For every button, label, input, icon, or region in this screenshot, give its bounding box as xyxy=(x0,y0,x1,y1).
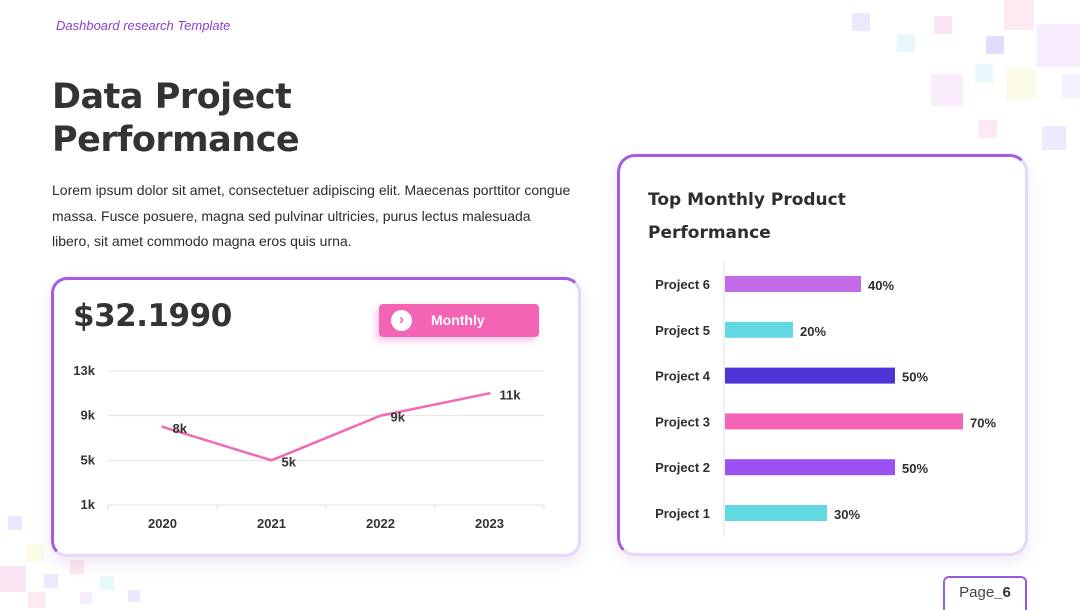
page-number: _6 xyxy=(994,584,1011,601)
bar-chart-bar xyxy=(725,413,963,430)
bar-chart-title: Top Monthly Product Performance xyxy=(648,184,846,250)
page-prefix: Page xyxy=(959,584,995,601)
line-chart-data-label: 11k xyxy=(500,387,522,402)
bar-chart-bar xyxy=(725,505,827,521)
bar-chart-card xyxy=(617,154,1028,556)
bar-chart-title-line-1: Top Monthly Product xyxy=(648,190,846,210)
line-chart-x-tick-label: 2021 xyxy=(257,516,286,531)
bar-chart-value-label: 40% xyxy=(868,278,894,293)
bar-chart-value-label: 50% xyxy=(902,370,928,385)
bar-chart-value-label: 30% xyxy=(834,507,860,522)
bar-chart-bar xyxy=(725,367,895,384)
line-chart-y-tick-label: 13k xyxy=(73,363,95,378)
description-text: Lorem ipsum dolor sit amet, consectetuer… xyxy=(52,182,571,249)
template-subtitle: Dashboard research Template xyxy=(56,18,231,33)
line-chart-y-tick-label: 1k xyxy=(81,497,96,512)
bar-chart-category-label: Project 1 xyxy=(655,506,710,521)
monthly-button[interactable]: › Monthly xyxy=(379,304,539,337)
line-chart-series-line xyxy=(161,392,491,462)
line-chart-y-tick-label: 9k xyxy=(81,408,96,423)
bar-chart-title-line-2: Performance xyxy=(648,223,771,243)
bar-chart-value-label: 70% xyxy=(970,415,996,430)
monthly-button-label: Monthly xyxy=(431,312,485,328)
line-chart-y-tick-label: 5k xyxy=(81,452,96,467)
bar-chart-bar xyxy=(725,459,895,476)
page-title-line-1: Data Project xyxy=(52,77,292,117)
bar-chart-value-label: 50% xyxy=(902,461,928,476)
page-title: Data Project Performance xyxy=(52,76,300,162)
bar-chart-bar xyxy=(725,276,861,292)
bar-chart-category-label: Project 5 xyxy=(655,323,710,338)
page-number-tab: Page_6 xyxy=(943,576,1027,610)
bar-chart-category-label: Project 3 xyxy=(655,414,710,429)
bar-chart-bar xyxy=(725,321,793,338)
page-title-line-2: Performance xyxy=(52,120,300,160)
line-chart-data-label: 9k xyxy=(391,410,406,425)
chevron-right-icon: › xyxy=(391,310,412,331)
bar-chart-value-label: 20% xyxy=(800,324,826,339)
line-chart-x-tick-label: 2023 xyxy=(475,516,504,531)
bar-chart-category-label: Project 4 xyxy=(655,369,711,384)
line-chart-data-label: 8k xyxy=(173,421,188,436)
bar-chart-category-label: Project 6 xyxy=(655,277,710,292)
line-chart-x-tick-label: 2020 xyxy=(148,516,177,531)
bar-chart-category-label: Project 2 xyxy=(655,460,710,475)
line-chart-data-label: 5k xyxy=(282,454,297,469)
total-value: $32.1990 xyxy=(73,298,232,334)
line-chart-x-tick-label: 2022 xyxy=(366,516,395,531)
